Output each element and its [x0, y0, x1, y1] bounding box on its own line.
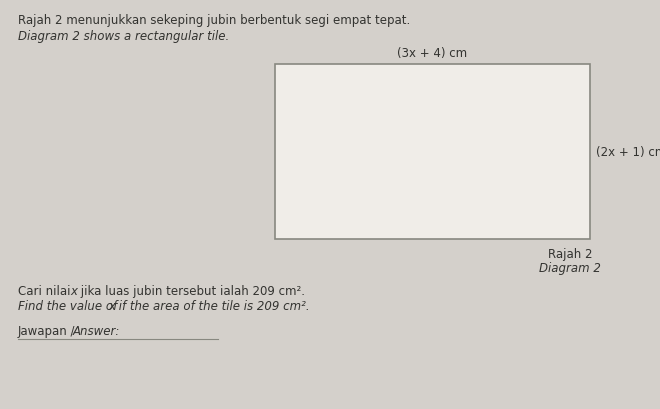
- Text: Diagram 2: Diagram 2: [539, 261, 601, 274]
- Text: (2x + 1) cm: (2x + 1) cm: [596, 146, 660, 159]
- Text: Rajah 2: Rajah 2: [548, 247, 592, 261]
- Text: (3x + 4) cm: (3x + 4) cm: [397, 47, 467, 60]
- Text: Jawapan /: Jawapan /: [18, 324, 79, 337]
- Text: Cari nilai: Cari nilai: [18, 284, 74, 297]
- Text: x: x: [70, 284, 77, 297]
- Text: x: x: [108, 299, 115, 312]
- Text: Answer:: Answer:: [73, 324, 120, 337]
- Text: Find the value of: Find the value of: [18, 299, 121, 312]
- Bar: [275, 65, 590, 239]
- Text: Diagram 2 shows a rectangular tile.: Diagram 2 shows a rectangular tile.: [18, 30, 229, 43]
- Text: jika luas jubin tersebut ialah 209 cm².: jika luas jubin tersebut ialah 209 cm².: [77, 284, 305, 297]
- Text: if the area of the tile is 209 cm².: if the area of the tile is 209 cm².: [115, 299, 310, 312]
- Text: Rajah 2 menunjukkan sekeping jubin berbentuk segi empat tepat.: Rajah 2 menunjukkan sekeping jubin berbe…: [18, 14, 411, 27]
